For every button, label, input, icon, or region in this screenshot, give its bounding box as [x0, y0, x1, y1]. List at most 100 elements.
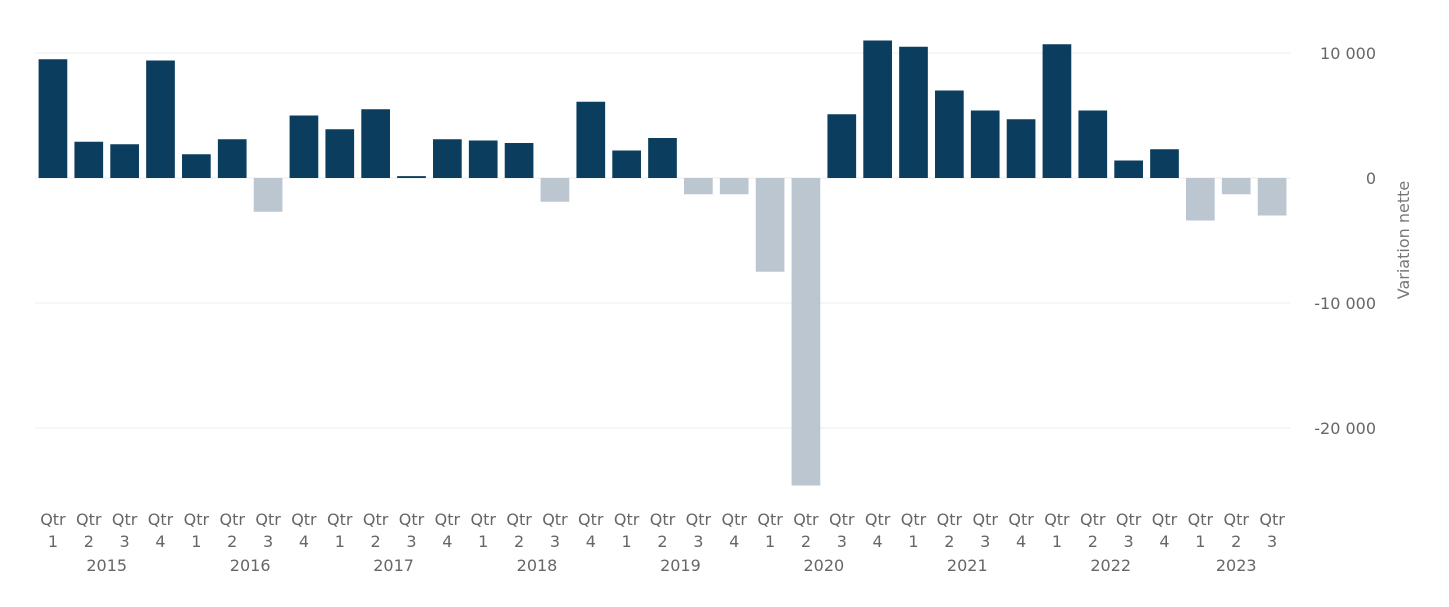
x-tick-label: 3 [980, 532, 990, 551]
x-year-label: 2016 [230, 556, 271, 575]
x-tick-label: Qtr [112, 510, 138, 529]
x-tick-label: Qtr [506, 510, 532, 529]
x-tick-label: Qtr [184, 510, 210, 529]
x-tick-label: 4 [299, 532, 309, 551]
x-tick-label: 2 [944, 532, 954, 551]
bar[interactable] [719, 178, 749, 195]
x-tick-label: 3 [550, 532, 560, 551]
x-year-label: 2021 [947, 556, 988, 575]
y-axis-ticks: 10 000 0 -10 000 -20 000 [1314, 44, 1376, 438]
bar[interactable] [74, 141, 104, 178]
bar[interactable] [899, 46, 928, 178]
x-tick-label: Qtr [76, 510, 102, 529]
x-year-label: 2017 [373, 556, 414, 575]
bar[interactable] [1186, 178, 1215, 221]
x-tick-label: 1 [1052, 532, 1062, 551]
x-tick-label: Qtr [1044, 510, 1070, 529]
bar[interactable] [397, 176, 426, 178]
x-year-label: 2022 [1090, 556, 1131, 575]
x-tick-label: 2 [514, 532, 524, 551]
bar[interactable] [182, 154, 211, 178]
x-tick-label: Qtr [1008, 510, 1034, 529]
x-tick-label: 4 [586, 532, 596, 551]
x-tick-label: Qtr [148, 510, 174, 529]
bar[interactable] [1078, 110, 1108, 179]
x-tick-label: 2 [227, 532, 237, 551]
bar[interactable] [935, 90, 964, 179]
bar[interactable] [1042, 44, 1072, 178]
x-tick-label: 3 [837, 532, 847, 551]
x-tick-label: Qtr [291, 510, 317, 529]
bar[interactable] [612, 150, 641, 179]
x-tick-label: Qtr [363, 510, 389, 529]
bar[interactable] [433, 139, 462, 178]
x-tick-label: 1 [908, 532, 918, 551]
bar[interactable] [468, 140, 498, 179]
x-tick-label: 4 [1016, 532, 1026, 551]
x-tick-label: 3 [1267, 532, 1277, 551]
x-year-label: 2023 [1216, 556, 1257, 575]
bars [38, 40, 1287, 486]
x-tick-label: 1 [48, 532, 58, 551]
x-tick-label: 2 [1088, 532, 1098, 551]
x-tick-label: Qtr [865, 510, 891, 529]
x-tick-label: 1 [622, 532, 632, 551]
x-tick-label: Qtr [399, 510, 425, 529]
x-tick-label: 3 [1124, 532, 1134, 551]
x-tick-label: Qtr [578, 510, 604, 529]
bar[interactable] [827, 114, 857, 178]
bar[interactable] [217, 139, 247, 178]
bar[interactable] [146, 60, 175, 179]
x-tick-label: 4 [729, 532, 739, 551]
x-tick-label: Qtr [1223, 510, 1249, 529]
x-tick-label: Qtr [721, 510, 747, 529]
x-tick-label: 1 [1195, 532, 1205, 551]
x-tick-label: Qtr [470, 510, 496, 529]
x-tick-label: 4 [155, 532, 165, 551]
bar[interactable] [684, 178, 713, 195]
bar[interactable] [38, 59, 68, 178]
bar[interactable] [970, 110, 1000, 179]
bar[interactable] [648, 138, 677, 178]
x-year-label: 2020 [803, 556, 844, 575]
x-tick-label: 2 [657, 532, 667, 551]
x-tick-label: Qtr [40, 510, 66, 529]
bar[interactable] [576, 101, 606, 178]
bar[interactable] [1006, 119, 1036, 178]
y-axis-title: Variation nette [1394, 181, 1413, 299]
x-tick-label: 1 [191, 532, 201, 551]
x-axis-years: 2015 2016 2017 2018 2019 2020 2021 2022 2023 [86, 556, 1256, 575]
bar[interactable] [253, 178, 283, 212]
bar[interactable] [791, 178, 821, 486]
x-tick-label: Qtr [255, 510, 281, 529]
bar[interactable] [289, 115, 319, 179]
y-tick-label: 0 [1366, 169, 1376, 188]
x-tick-label: 4 [1159, 532, 1169, 551]
x-axis-ticks: Qtr 1 Qtr 2 Qtr 3 Qtr 4 Qtr 1 Qtr 2 Qtr 3 Qtr 4 Qtr 1 Qtr 2… [40, 510, 1285, 551]
x-tick-label: Qtr [650, 510, 676, 529]
x-tick-label: 3 [693, 532, 703, 551]
bar[interactable] [1150, 149, 1179, 178]
x-tick-label: 4 [442, 532, 452, 551]
bar[interactable] [755, 178, 785, 272]
bar[interactable] [110, 144, 139, 178]
bar[interactable] [504, 143, 534, 178]
x-year-label: 2015 [86, 556, 127, 575]
x-tick-label: 1 [765, 532, 775, 551]
gridlines [35, 52, 1290, 429]
bar[interactable] [1257, 178, 1287, 216]
x-tick-label: 2 [371, 532, 381, 551]
bar[interactable] [1221, 178, 1251, 195]
y-tick-label: -10 000 [1314, 294, 1376, 313]
bar[interactable] [540, 178, 570, 202]
x-tick-label: 3 [406, 532, 416, 551]
x-tick-label: 4 [873, 532, 883, 551]
bar[interactable] [325, 129, 355, 178]
bar[interactable] [1114, 160, 1143, 179]
x-tick-label: Qtr [219, 510, 245, 529]
bar[interactable] [361, 109, 390, 178]
x-tick-label: Qtr [614, 510, 640, 529]
x-tick-label: 2 [1231, 532, 1241, 551]
bar[interactable] [863, 40, 892, 179]
x-tick-label: Qtr [1188, 510, 1214, 529]
